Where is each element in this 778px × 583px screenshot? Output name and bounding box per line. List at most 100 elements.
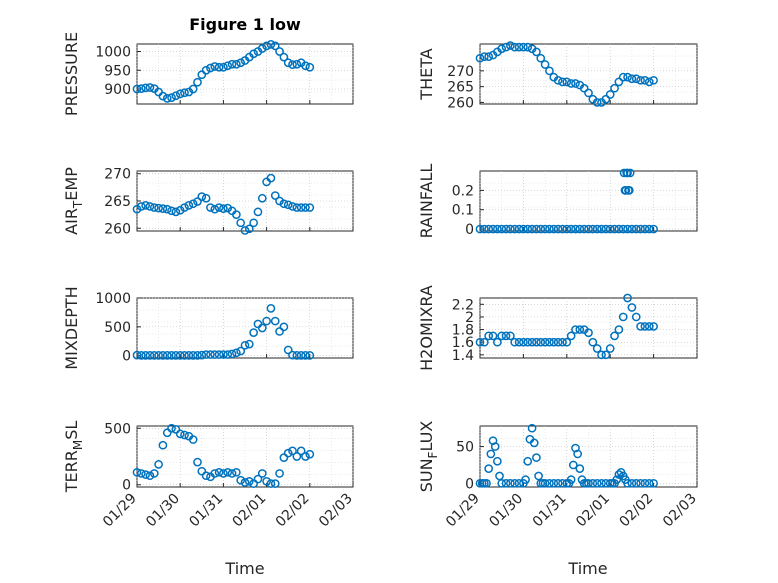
data-point bbox=[571, 224, 580, 234]
data-point bbox=[549, 224, 559, 234]
data-point bbox=[214, 350, 224, 359]
data-point bbox=[223, 61, 233, 71]
data-point bbox=[558, 224, 567, 234]
data-point bbox=[640, 322, 650, 331]
data-point bbox=[193, 351, 202, 360]
data-point bbox=[540, 337, 550, 347]
data-point bbox=[154, 460, 163, 469]
data-point bbox=[167, 351, 176, 360]
data-point bbox=[486, 449, 496, 459]
data-point bbox=[184, 351, 194, 360]
data-point bbox=[501, 331, 511, 341]
data-point bbox=[601, 224, 611, 234]
data-point bbox=[175, 429, 185, 439]
data-point bbox=[232, 210, 241, 219]
data-point bbox=[612, 475, 622, 485]
y-tick-label: 50 bbox=[456, 440, 474, 456]
y-tick-label: 1.6 bbox=[452, 335, 474, 351]
data-point bbox=[240, 226, 250, 235]
data-point bbox=[566, 475, 576, 485]
data-point bbox=[514, 478, 524, 488]
data-point bbox=[171, 91, 181, 101]
data-point bbox=[640, 478, 650, 488]
data-point bbox=[501, 224, 511, 234]
data-point bbox=[514, 337, 524, 347]
y-tick-label: 260 bbox=[104, 221, 131, 237]
data-point bbox=[175, 205, 185, 215]
data-point bbox=[640, 75, 650, 85]
data-point bbox=[640, 224, 650, 234]
data-point bbox=[493, 456, 502, 466]
data-point bbox=[158, 440, 168, 450]
data-point bbox=[244, 224, 254, 234]
data-point bbox=[475, 53, 485, 63]
data-point bbox=[162, 204, 172, 214]
data-point bbox=[180, 203, 189, 212]
data-point bbox=[136, 84, 146, 93]
data-point bbox=[219, 469, 228, 478]
data-point bbox=[257, 469, 267, 478]
data-point bbox=[249, 328, 258, 337]
data-point bbox=[644, 322, 654, 331]
data-point bbox=[197, 350, 207, 360]
data-point bbox=[305, 62, 315, 72]
data-point bbox=[475, 224, 485, 234]
data-point bbox=[614, 325, 624, 334]
data-point bbox=[270, 316, 280, 326]
data-point bbox=[244, 339, 254, 349]
data-point bbox=[588, 337, 598, 347]
data-point bbox=[631, 478, 641, 488]
data-point bbox=[283, 58, 293, 68]
data-point bbox=[536, 224, 546, 234]
y-tick-label: 260 bbox=[447, 95, 474, 111]
data-point bbox=[627, 74, 637, 84]
data-point bbox=[275, 327, 284, 336]
data-point bbox=[275, 47, 284, 56]
data-point bbox=[232, 59, 241, 69]
data-point bbox=[566, 331, 576, 341]
data-point bbox=[283, 200, 293, 210]
data-point bbox=[479, 337, 489, 347]
data-point bbox=[292, 203, 302, 212]
data-point bbox=[523, 42, 533, 52]
data-point bbox=[262, 477, 271, 486]
data-point bbox=[175, 89, 185, 99]
data-point bbox=[232, 348, 241, 358]
data-point bbox=[575, 464, 585, 473]
panel-air-temp: 260 265 270 AIRTEMP bbox=[62, 167, 354, 237]
data-point bbox=[605, 224, 615, 234]
data-point bbox=[214, 467, 224, 477]
data-point bbox=[292, 351, 302, 360]
data-point bbox=[506, 478, 515, 488]
data-point bbox=[623, 168, 632, 178]
data-point bbox=[532, 453, 541, 462]
data-point bbox=[292, 452, 302, 461]
data-point bbox=[171, 425, 181, 434]
data-point bbox=[506, 41, 515, 50]
data-point bbox=[210, 350, 220, 359]
data-point bbox=[206, 63, 215, 73]
data-point bbox=[279, 322, 289, 332]
data-point bbox=[618, 72, 628, 82]
data-point bbox=[488, 224, 498, 234]
y-tick-label: 0.1 bbox=[452, 203, 474, 219]
data-point bbox=[484, 464, 494, 473]
data-point bbox=[240, 340, 250, 350]
data-point bbox=[588, 478, 598, 488]
data-point bbox=[540, 224, 550, 234]
data-point bbox=[167, 93, 176, 102]
data-point bbox=[636, 75, 645, 85]
y-tick-label: 2.2 bbox=[452, 297, 474, 313]
data-point bbox=[210, 62, 220, 71]
data-point bbox=[497, 44, 507, 54]
data-point bbox=[180, 430, 189, 440]
data-point bbox=[627, 224, 637, 234]
data-point bbox=[545, 224, 554, 234]
data-point bbox=[623, 72, 632, 82]
data-point bbox=[536, 53, 546, 63]
y-axis-label: AIRTEMP bbox=[62, 167, 85, 235]
data-point bbox=[149, 469, 159, 478]
data-point bbox=[623, 478, 632, 488]
data-point bbox=[154, 351, 163, 360]
